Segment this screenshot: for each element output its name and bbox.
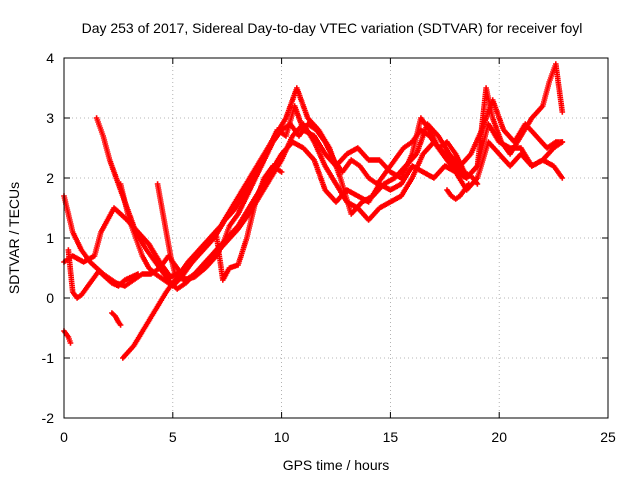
axis-ticks: 0 5 10 15 20 25 -2 -1 0 1 2 3 4 xyxy=(42,50,616,445)
series-track-9 xyxy=(109,310,124,328)
y-tick-label: -1 xyxy=(42,350,55,366)
y-tick-label: 0 xyxy=(46,290,54,306)
y-tick-label: 1 xyxy=(46,230,54,246)
y-axis-label: SDTVAR / TECUs xyxy=(6,182,22,294)
x-tick-label: 10 xyxy=(274,429,290,445)
series-markers xyxy=(65,247,141,301)
y-tick-label: 2 xyxy=(46,170,54,186)
series-markers xyxy=(117,163,285,289)
x-tick-label: 0 xyxy=(60,429,68,445)
y-tick-label: 3 xyxy=(46,110,54,126)
x-tick-label: 15 xyxy=(383,429,399,445)
series-track-6 xyxy=(117,163,285,289)
y-tick-label: -2 xyxy=(42,410,55,426)
x-tick-label: 25 xyxy=(600,429,616,445)
series-markers xyxy=(154,121,481,283)
series-track-10 xyxy=(444,181,472,202)
series-track-5 xyxy=(154,121,481,283)
series-markers xyxy=(109,310,124,328)
chart-title: Day 253 of 2017, Sidereal Day-to-day VTE… xyxy=(82,20,583,36)
series-markers xyxy=(444,181,472,202)
data-series xyxy=(61,61,566,361)
y-tick-label: 4 xyxy=(46,50,54,66)
x-axis-label: GPS time / hours xyxy=(283,457,390,473)
x-tick-label: 5 xyxy=(169,429,177,445)
x-tick-label: 20 xyxy=(491,429,507,445)
series-track-7 xyxy=(65,247,141,301)
